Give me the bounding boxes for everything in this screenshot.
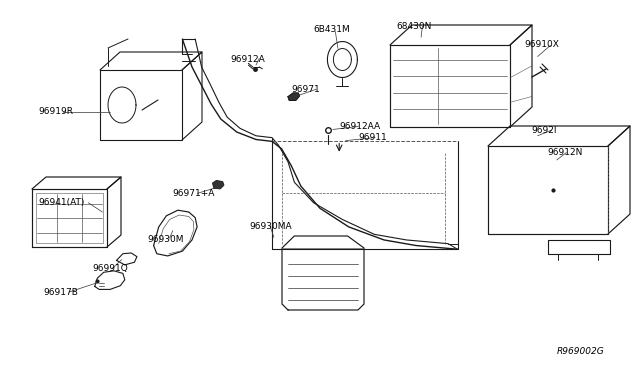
Text: 96912AA: 96912AA	[339, 122, 380, 131]
Text: 96971+A: 96971+A	[173, 189, 215, 198]
Text: 96912N: 96912N	[547, 148, 582, 157]
Text: 9692I: 9692I	[531, 126, 557, 135]
Polygon shape	[212, 180, 224, 189]
Text: 96930MA: 96930MA	[250, 222, 292, 231]
Text: 96971: 96971	[291, 85, 320, 94]
Text: 6B431M: 6B431M	[314, 25, 350, 34]
Text: 96917B: 96917B	[44, 288, 78, 296]
Polygon shape	[288, 93, 300, 100]
Text: R969002G: R969002G	[557, 347, 605, 356]
Text: 96912A: 96912A	[230, 55, 265, 64]
Text: 96911: 96911	[358, 133, 387, 142]
Text: 96991Q: 96991Q	[93, 264, 129, 273]
Text: 68430N: 68430N	[397, 22, 432, 31]
Text: 96910X: 96910X	[525, 40, 559, 49]
Text: 96941(AT): 96941(AT)	[38, 198, 84, 207]
Text: 96930M: 96930M	[147, 235, 184, 244]
Text: 96919R: 96919R	[38, 107, 74, 116]
